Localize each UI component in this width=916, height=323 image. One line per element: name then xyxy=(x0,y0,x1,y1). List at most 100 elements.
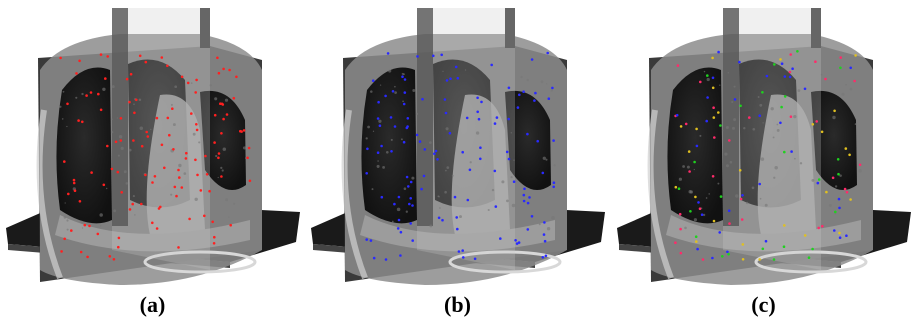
vessel-speck xyxy=(678,177,682,181)
landmark-marker xyxy=(185,151,188,155)
vessel-speck xyxy=(388,69,392,73)
spine-top xyxy=(505,8,515,48)
landmark-marker xyxy=(119,139,123,142)
landmark-marker xyxy=(843,187,847,191)
vessel-speck xyxy=(735,194,739,198)
landmark-marker xyxy=(386,52,390,55)
vessel-speck xyxy=(542,156,546,160)
vessel-speck xyxy=(510,175,513,179)
vessel-speck xyxy=(192,132,196,136)
vessel-speck xyxy=(841,92,845,96)
landmark-marker xyxy=(712,219,716,223)
landmark-marker xyxy=(437,216,441,220)
vessel-speck xyxy=(412,89,416,92)
landmark-marker xyxy=(432,54,435,58)
landmark-marker xyxy=(526,228,530,231)
landmark-marker xyxy=(853,79,856,83)
landmark-marker xyxy=(242,129,246,132)
vessel-speck xyxy=(242,146,247,150)
vessel-speck xyxy=(773,176,776,179)
landmark-marker xyxy=(719,195,723,198)
vessel-speck xyxy=(66,228,69,231)
vessel-speck xyxy=(794,157,796,160)
landmark-marker xyxy=(849,198,852,201)
landmark-marker xyxy=(393,125,397,128)
vessel-speck xyxy=(725,164,730,168)
landmark-marker xyxy=(63,160,66,163)
landmark-marker xyxy=(110,167,114,171)
landmark-marker xyxy=(155,227,159,230)
landmark-marker xyxy=(699,80,702,84)
vessel-speck xyxy=(372,130,375,132)
landmark-marker xyxy=(163,166,166,170)
mediastinum xyxy=(451,94,510,242)
vessel-speck xyxy=(81,92,84,96)
landmark-marker xyxy=(117,245,120,249)
landmark-marker xyxy=(844,147,848,150)
vessel-speck xyxy=(693,168,695,171)
landmark-marker xyxy=(837,172,840,176)
landmark-marker xyxy=(689,210,692,213)
vessel-speck xyxy=(400,138,403,141)
vessel-speck xyxy=(511,203,516,208)
landmark-marker xyxy=(384,258,388,261)
landmark-marker xyxy=(106,55,109,58)
landmark-marker xyxy=(145,130,148,134)
vessel-speck xyxy=(688,190,692,194)
landmark-marker xyxy=(820,130,824,134)
landmark-marker xyxy=(178,176,181,179)
landmark-marker xyxy=(480,100,483,104)
vessel-speck xyxy=(832,115,836,120)
landmark-marker xyxy=(204,154,207,158)
landmark-marker xyxy=(547,97,551,100)
landmark-marker xyxy=(541,255,545,259)
vessel-speck xyxy=(451,174,454,177)
landmark-marker xyxy=(499,237,502,240)
vessel-speck xyxy=(133,103,135,106)
landmark-marker xyxy=(817,178,821,181)
landmark-marker xyxy=(817,226,820,230)
landmark-marker xyxy=(705,119,708,123)
landmark-marker xyxy=(171,107,174,110)
landmark-marker xyxy=(461,150,464,154)
landmark-marker xyxy=(67,192,70,196)
landmark-marker xyxy=(449,77,452,80)
vessel-speck xyxy=(391,220,394,223)
vessel-speck xyxy=(128,148,132,152)
vessel-speck xyxy=(438,196,440,198)
landmark-marker xyxy=(688,170,691,173)
landmark-marker xyxy=(536,139,539,143)
vessel-speck xyxy=(378,119,382,123)
landmark-marker xyxy=(194,91,197,94)
landmark-marker xyxy=(780,105,783,109)
landmark-marker xyxy=(457,250,461,253)
landmark-marker xyxy=(526,201,530,205)
vessel-speck xyxy=(759,103,763,107)
landmark-marker xyxy=(848,153,851,157)
landmark-marker xyxy=(195,123,198,126)
landmark-marker xyxy=(72,178,76,182)
vessel-speck xyxy=(722,130,724,132)
vessel-speck xyxy=(820,73,823,76)
vessel-speck xyxy=(174,85,178,89)
landmark-marker xyxy=(205,173,209,176)
landmark-marker xyxy=(533,99,536,102)
landmark-marker xyxy=(512,180,516,183)
landmark-marker xyxy=(514,239,517,242)
landmark-marker xyxy=(397,218,401,222)
vessel-speck xyxy=(106,187,108,190)
vessel-speck xyxy=(214,97,218,101)
landmark-marker xyxy=(741,243,745,246)
landmark-marker xyxy=(114,140,118,144)
landmark-marker xyxy=(788,70,792,74)
vessel-speck xyxy=(487,208,490,212)
landmark-marker xyxy=(782,245,786,248)
landmark-marker xyxy=(239,129,242,133)
landmark-marker xyxy=(764,239,768,243)
landmark-marker xyxy=(177,246,180,249)
landmark-marker xyxy=(717,111,720,114)
vessel-speck xyxy=(776,128,780,132)
vessel-speck xyxy=(510,132,512,134)
vessel-speck xyxy=(699,134,702,137)
landmark-marker xyxy=(772,258,776,261)
